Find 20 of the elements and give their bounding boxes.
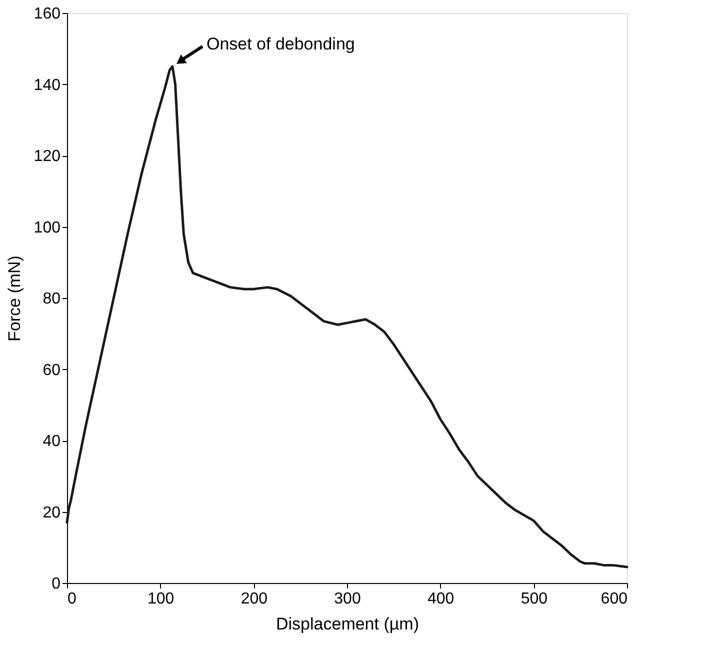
x-axis-title: Displacement (µm)	[276, 614, 419, 634]
y-tick-label: 0	[52, 576, 61, 592]
x-tick-label: 300	[334, 590, 361, 608]
x-tick-label: 400	[427, 590, 454, 608]
x-tick-label: 500	[520, 590, 548, 608]
annotation: Onset of debonding	[206, 34, 355, 54]
x-tick-label: 200	[240, 590, 268, 608]
y-tick-label: 20	[42, 504, 61, 522]
y-tick-label: 60	[42, 362, 61, 379]
y-axis-title: Force (mN)	[4, 256, 24, 342]
y-tick-label: 160	[34, 6, 61, 22]
x-tick-label: 100	[147, 590, 174, 608]
x-tick-label: 600	[600, 590, 628, 608]
y-tick-label: 140	[34, 76, 61, 94]
line-series	[66, 65, 628, 568]
x-tick-label: 0	[68, 590, 76, 608]
y-tick-label: 120	[34, 148, 61, 165]
y-tick-label: 40	[42, 433, 61, 450]
y-tick-label: 100	[34, 219, 61, 236]
y-tick-label: 80	[42, 290, 61, 308]
